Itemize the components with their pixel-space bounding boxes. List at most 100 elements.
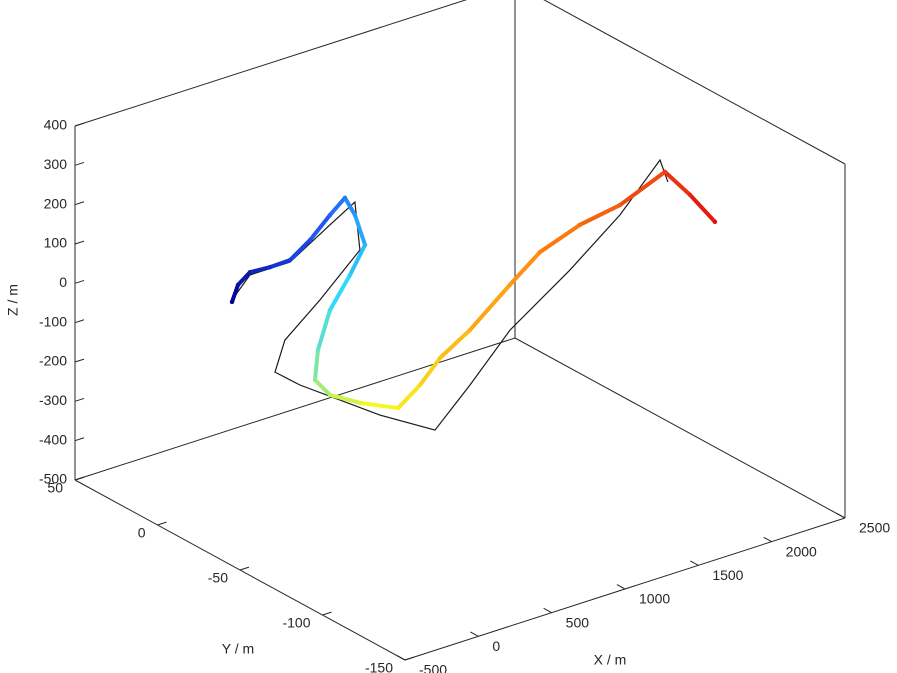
trajectory-point xyxy=(417,382,423,388)
trajectory-segment xyxy=(327,392,363,405)
trajectory-segment xyxy=(313,348,320,382)
trajectory-segment xyxy=(327,195,347,218)
trajectory-line xyxy=(231,158,669,431)
z-tick-label: -400 xyxy=(39,431,67,447)
trajectory-point xyxy=(247,269,253,275)
z-tick-label: 400 xyxy=(44,117,68,133)
z-tick xyxy=(74,319,85,324)
z-tick xyxy=(74,358,85,363)
trajectory-segment xyxy=(230,282,241,304)
x-tick-label: 1000 xyxy=(639,591,670,607)
trajectory-point xyxy=(342,195,348,201)
trajectory-segment xyxy=(577,203,622,227)
trajectory-point xyxy=(327,392,333,398)
y-tick-label: 50 xyxy=(47,480,63,496)
y-axis-label: Y / m xyxy=(222,641,254,657)
axis-box-edge xyxy=(74,0,468,127)
trajectory-point xyxy=(267,264,273,270)
z-tick-label: -500 xyxy=(39,471,67,487)
trajectory-point xyxy=(467,327,473,333)
trajectory-segment xyxy=(418,356,442,388)
y-tick xyxy=(322,611,332,616)
z-tick xyxy=(74,201,85,206)
trajectory-point xyxy=(437,355,443,361)
trajectory-segment xyxy=(662,169,692,197)
y-tick-label: -150 xyxy=(365,660,393,673)
trajectory-point xyxy=(687,192,693,197)
trajectory-segment xyxy=(437,328,472,361)
y-tick xyxy=(157,521,167,526)
trajectory-point xyxy=(229,299,235,305)
trajectory-segment xyxy=(267,258,292,270)
trajectory-segment xyxy=(342,195,357,217)
z-tick-label: 0 xyxy=(59,274,67,290)
z-tick xyxy=(74,240,85,245)
z-tick xyxy=(74,161,85,166)
trajectory-point xyxy=(507,282,513,287)
x-tick-label: 1500 xyxy=(712,567,743,583)
trajectory-point xyxy=(287,257,293,263)
trajectory-segment xyxy=(358,400,401,411)
z-tick xyxy=(74,476,85,481)
trajectory-segment xyxy=(396,383,423,411)
trajectory-segment xyxy=(287,238,313,263)
x-tick-label: 0 xyxy=(492,638,500,654)
x-tick-label: 500 xyxy=(566,614,590,630)
trajectory-point xyxy=(362,242,368,248)
z-tick-label: -200 xyxy=(39,353,67,369)
trajectory-point xyxy=(315,347,321,353)
trajectory-segment xyxy=(308,213,332,243)
axis-box-edge xyxy=(543,0,846,165)
trajectory-point xyxy=(235,282,241,288)
trajectory-segment xyxy=(236,270,253,287)
trajectory-point xyxy=(327,307,333,313)
y-tick xyxy=(239,566,250,571)
trajectory-point xyxy=(395,405,401,411)
x-tick xyxy=(616,584,626,590)
z-tick xyxy=(74,397,85,402)
z-tick-label: -300 xyxy=(39,392,67,408)
trajectory-segment xyxy=(315,308,332,353)
axis-box-edge xyxy=(514,337,846,519)
x-tick xyxy=(543,607,552,614)
trajectory-segment xyxy=(327,273,352,313)
trajectory-point xyxy=(357,400,363,406)
z-tick-label: 300 xyxy=(44,156,68,172)
trajectory-point xyxy=(312,377,318,383)
x-tick xyxy=(836,513,846,519)
z-tick-label: -100 xyxy=(39,313,67,329)
trajectory-segment xyxy=(313,377,332,397)
trajectory-segment xyxy=(347,242,368,278)
trajectory-point xyxy=(712,219,718,225)
z-tick xyxy=(74,279,85,284)
trajectory-point xyxy=(617,202,623,208)
y-tick-label: -100 xyxy=(282,615,310,631)
z-tick xyxy=(74,437,85,442)
trajectory-segment xyxy=(687,192,717,224)
x-tick xyxy=(396,655,406,661)
trajectory-point xyxy=(307,237,313,243)
trajectory-point xyxy=(577,222,583,228)
trajectory-segment xyxy=(467,282,512,333)
trajectory-point xyxy=(537,249,543,255)
x-tick xyxy=(470,631,479,637)
axis-box-edge xyxy=(74,337,516,481)
trajectory-point xyxy=(347,272,353,278)
y-tick-label: 0 xyxy=(138,525,146,541)
trajectory-segment xyxy=(507,250,543,287)
trajectory-segment xyxy=(248,265,272,275)
z-tick-label: 100 xyxy=(44,235,68,251)
y-tick-label: -50 xyxy=(208,570,228,586)
z-tick xyxy=(74,122,85,127)
x-tick-label: 2000 xyxy=(786,543,817,559)
trajectory-point xyxy=(662,169,668,175)
trajectory-point xyxy=(327,212,333,218)
x-tick xyxy=(763,536,772,543)
trajectory-point xyxy=(352,212,358,218)
trajectory-segment xyxy=(538,222,582,255)
y-tick xyxy=(404,656,415,661)
x-tick-label: 2500 xyxy=(859,520,890,536)
trajectory-segment xyxy=(617,169,667,208)
x-axis-label: X / m xyxy=(594,652,627,668)
z-axis-label: Z / m xyxy=(5,284,21,316)
